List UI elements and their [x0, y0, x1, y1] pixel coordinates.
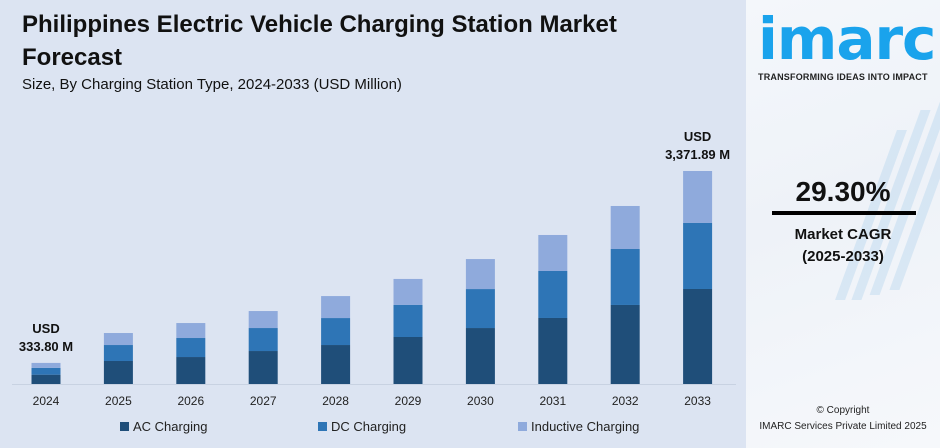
bar-segment-inductive-charging: [538, 234, 568, 271]
bar-segment-inductive-charging: [683, 170, 713, 223]
legend-item-ac: AC Charging: [120, 419, 207, 434]
cagr-value: 29.30%: [795, 176, 891, 207]
bar-segment-dc-charging: [248, 328, 278, 352]
cagr-divider: [772, 211, 916, 215]
bar-segment-dc-charging: [321, 318, 351, 346]
bar-segment-ac-charging: [248, 351, 278, 384]
bar-segment-dc-charging: [538, 270, 568, 318]
total-label-value: 3,371.89 M: [665, 147, 730, 162]
bar-segment-inductive-charging: [610, 205, 640, 250]
bar-segment-ac-charging: [538, 317, 568, 384]
page-title: Philippines Electric Vehicle Charging St…: [22, 11, 617, 71]
bar-segment-ac-charging: [103, 361, 133, 384]
bar-segment-dc-charging: [465, 289, 495, 329]
x-tick-label: 2032: [612, 394, 639, 408]
page-subtitle: Size, By Charging Station Type, 2024-203…: [22, 76, 402, 93]
legend-label: DC Charging: [331, 419, 407, 434]
copyright-label: © Copyright: [816, 405, 870, 416]
bar-segment-dc-charging: [31, 367, 61, 375]
legend-item-dc: DC Charging: [318, 419, 406, 434]
x-tick-label: 2030: [467, 394, 494, 408]
bar-segment-inductive-charging: [176, 323, 206, 339]
bar-segment-ac-charging: [610, 304, 640, 384]
x-tick-label: 2024: [33, 394, 60, 408]
chart-panel: Philippines Electric Vehicle Charging St…: [12, 11, 736, 434]
cagr-period: (2025-2033): [802, 248, 884, 265]
info-panel: imarc TRANSFORMING IDEAS INTO IMPACT 29.…: [746, 0, 940, 448]
x-tick-label: 2027: [250, 394, 277, 408]
bar-segment-dc-charging: [176, 338, 206, 358]
imarc-logo: imarc: [758, 5, 936, 73]
bar-segment-inductive-charging: [393, 278, 423, 305]
copyright-company: IMARC Services Private Limited 2025: [759, 421, 927, 432]
legend-swatch: [318, 422, 327, 431]
total-label-currency: USD: [32, 321, 59, 336]
legend-swatch: [518, 422, 527, 431]
x-tick-label: 2033: [684, 394, 711, 408]
legend-item-inductive: Inductive Charging: [518, 419, 639, 434]
bar-segment-ac-charging: [393, 337, 423, 384]
bar-segment-ac-charging: [465, 328, 495, 384]
x-tick-label: 2025: [105, 394, 132, 408]
x-tick-label: 2028: [322, 394, 349, 408]
bar-segment-ac-charging: [31, 374, 61, 384]
x-tick-label: 2031: [539, 394, 566, 408]
bar-segment-dc-charging: [610, 249, 640, 305]
brand-tagline: TRANSFORMING IDEAS INTO IMPACT: [758, 72, 928, 82]
bar-segment-inductive-charging: [248, 311, 278, 329]
bar-segment-dc-charging: [103, 345, 133, 362]
legend-swatch: [120, 422, 129, 431]
stacked-bar-chart: 2024 2025 2026 2027 2028 2029 2030 2031 2032 2033…: [12, 129, 736, 408]
bar-segment-ac-charging: [176, 357, 206, 384]
bar-segment-inductive-charging: [103, 333, 133, 346]
legend-label: Inductive Charging: [531, 419, 640, 434]
legend-label: AC Charging: [133, 419, 208, 434]
bar-segment-inductive-charging: [31, 362, 61, 368]
x-tick-label: 2029: [395, 394, 422, 408]
total-label-currency: USD: [684, 129, 711, 144]
x-tick-label: 2026: [177, 394, 204, 408]
bar-segment-inductive-charging: [321, 296, 351, 319]
bar-segment-ac-charging: [683, 288, 713, 384]
total-label-value: 333.80 M: [19, 339, 73, 354]
cagr-label: Market CAGR: [794, 226, 892, 243]
bar-segment-inductive-charging: [465, 259, 495, 290]
bar-segment-ac-charging: [321, 345, 351, 384]
bar-segment-dc-charging: [393, 304, 423, 338]
bar-segment-dc-charging: [683, 222, 713, 289]
